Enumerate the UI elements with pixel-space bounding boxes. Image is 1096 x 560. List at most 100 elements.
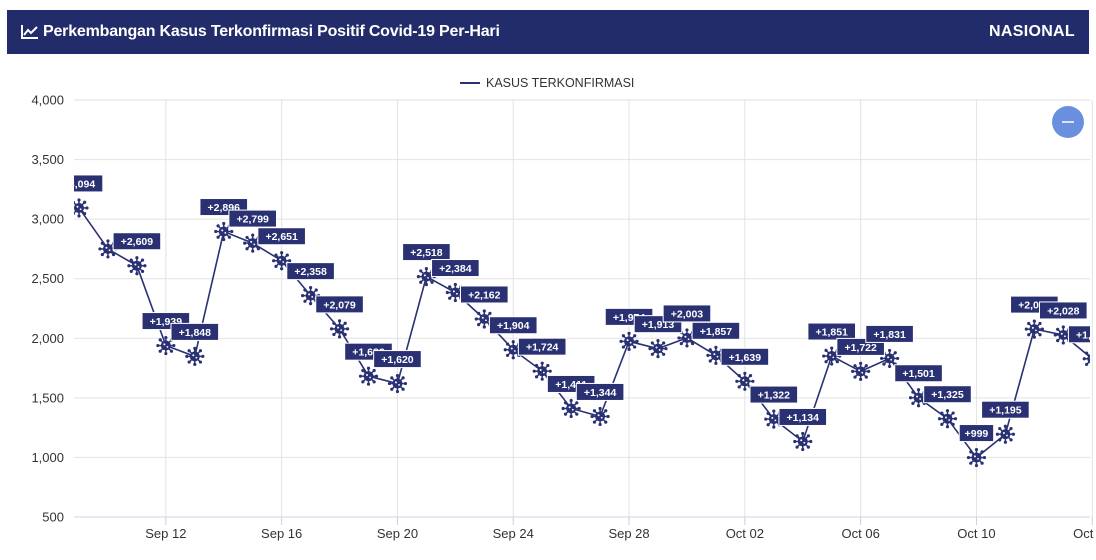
virus-core [681,332,692,343]
virus-dot [166,345,169,348]
virus-spike-tip [1056,327,1060,331]
virus-dot [137,266,140,268]
data-point-marker[interactable] [387,373,408,394]
virus-spike-tip [859,377,863,382]
virus-spike-tip [937,417,942,421]
data-label-text: +1,134 [787,412,820,424]
data-point-marker[interactable] [1024,319,1044,339]
virus-spike-tip [801,447,805,452]
data-point-marker[interactable] [69,198,89,218]
virus-spike-tip [969,461,973,465]
data-label: +1,831 [865,324,914,343]
data-point-marker[interactable] [1082,349,1096,368]
virus-dot [948,419,950,421]
data-point-marker[interactable] [966,447,987,468]
virus-dot [485,319,487,322]
zoom-out-button[interactable] [1052,106,1084,138]
data-point-marker[interactable] [851,361,871,382]
data-label: +1,904 [488,316,538,335]
data-point-marker[interactable] [156,335,176,356]
data-label: +2,358 [286,262,335,281]
virus-core [479,313,490,324]
data-point-marker[interactable] [185,346,205,366]
virus-dot [945,416,947,419]
virus-spike-tip [806,445,811,449]
y-tick-label: 4,000 [31,93,64,108]
data-label-text: +2,384 [439,263,472,275]
virus-spike-tip [685,344,689,348]
virus-core [826,351,837,362]
virus-spike-tip [772,409,776,413]
virus-spike-tip [445,290,449,295]
x-tick-label: Sep 20 [377,526,418,541]
data-point-marker[interactable] [358,366,379,386]
virus-dot [369,376,371,379]
virus-spike-tip [691,341,695,346]
data-point-marker[interactable] [735,371,755,391]
virus-spike-tip [343,332,347,337]
virus-spike-tip [735,379,739,383]
virus-core [537,366,548,377]
data-label-box [778,407,828,426]
data-label-text: +1,501 [902,368,935,380]
data-point-marker[interactable] [329,319,350,339]
data-label-box [575,382,625,401]
virus-spike-tip [743,387,747,391]
virus-spike-tip [708,348,712,352]
grid-layer [74,99,1093,518]
virus-core [566,403,577,414]
virus-spike-tip [1009,426,1013,431]
data-label: +1,857 [691,321,741,340]
data-point-marker[interactable] [764,409,784,429]
data-point-marker[interactable] [995,424,1015,444]
data-point-marker[interactable] [937,409,958,429]
data-point-marker[interactable] [301,286,321,306]
virus-spike-tip [453,282,457,287]
virus-spike-tip [679,341,683,346]
virus-spike-tip [106,255,110,259]
data-point-marker[interactable] [590,406,610,427]
virus-spike-tip [135,256,139,260]
virus-spike-tip [227,235,232,239]
virus-spike-tip [285,253,289,257]
data-point-marker[interactable] [532,361,552,381]
data-point-marker[interactable] [272,251,292,271]
data-point-marker[interactable] [561,398,581,419]
virus-core [218,226,229,237]
virus-spike-tip [766,423,770,427]
data-label-text: +2,651 [265,231,298,243]
data-point-marker[interactable] [214,221,234,242]
data-point-marker[interactable] [127,256,147,276]
virus-spike-tip [995,432,999,436]
virus-spike-tip [69,206,72,209]
data-point-marker[interactable] [474,309,494,329]
virus-spike-tip [274,253,278,257]
virus-dot [771,416,774,419]
legend[interactable]: KASUS TERKONFIRMASI [460,76,634,90]
data-point-marker[interactable] [793,431,813,452]
virus-spike-tip [164,351,168,356]
virus-spike-tip [534,375,539,379]
virus-spike-tip [822,354,826,358]
virus-spike-tip [1003,440,1007,444]
virus-spike-tip [106,239,110,243]
virus-dot [858,369,861,372]
virus-spike-tip [172,343,176,348]
virus-dot [398,383,400,386]
virus-dot [919,398,922,400]
data-point-marker[interactable] [648,339,668,359]
virus-spike-tip [1009,438,1013,442]
virus-spike-tip [888,348,892,353]
data-point-marker[interactable] [619,331,639,351]
virus-spike-tip [372,380,376,384]
data-label: +1,322 [749,385,799,404]
virus-spike-tip [621,334,625,338]
virus-spike-tip [280,267,284,271]
data-label: +1,828 [1067,325,1090,344]
virus-spike-tip [650,352,654,356]
virus-dot [861,371,864,374]
virus-spike-tip [314,288,318,292]
virus-core [276,255,287,266]
virus-spike-tip [343,321,347,325]
virus-core [1029,324,1040,335]
